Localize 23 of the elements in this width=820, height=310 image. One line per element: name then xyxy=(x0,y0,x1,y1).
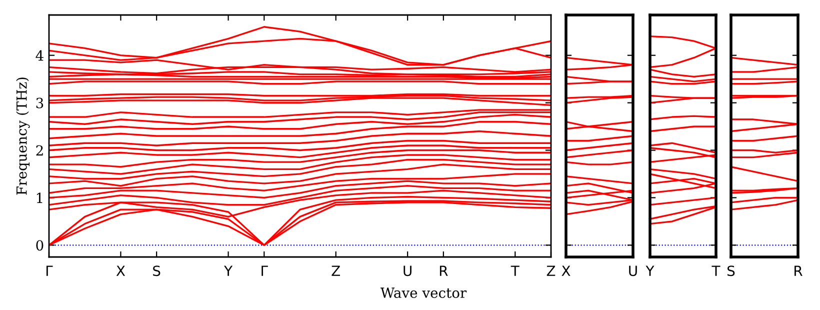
y-axis-title: Frequency (THz) xyxy=(16,78,30,195)
y-tick-label: 1 xyxy=(36,192,42,203)
x-tick-label: Γ xyxy=(262,266,268,276)
y-tick-label: 3 xyxy=(36,98,44,108)
x-tick-label: S xyxy=(728,266,735,276)
x-tick-label: X xyxy=(116,266,126,276)
x-tick-label: R xyxy=(440,266,448,276)
x-tick-label: R xyxy=(794,266,802,276)
x-tick-label: U xyxy=(629,266,637,276)
x-tick-label: Z xyxy=(546,266,556,276)
x-tick-label: Γ xyxy=(46,266,53,276)
x-axis-title: Wave vector xyxy=(380,288,467,298)
x-tick-label: S xyxy=(153,266,160,276)
y-tick-label: 0 xyxy=(36,240,44,251)
x-tick-label: T xyxy=(712,266,720,276)
x-tick-label: U xyxy=(404,266,412,276)
y-tick-label: 4 xyxy=(36,50,44,61)
x-tick-label: Z xyxy=(332,266,340,276)
x-tick-label: Y xyxy=(224,266,233,276)
x-tick-label: X xyxy=(562,266,570,276)
x-tick-label: Y xyxy=(646,266,654,276)
y-tick-label: 2 xyxy=(36,145,43,156)
x-tick-label: T xyxy=(510,266,520,276)
